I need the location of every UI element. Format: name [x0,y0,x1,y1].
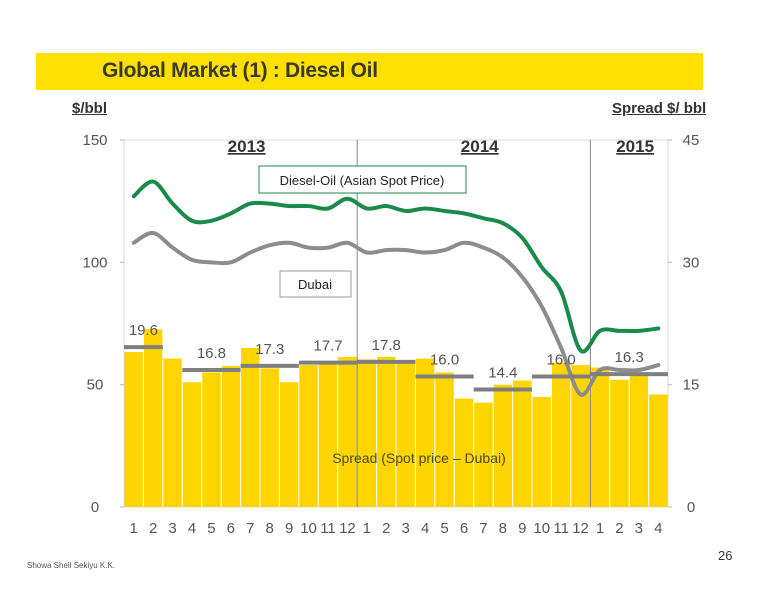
left-axis-tick-label: 0 [91,499,99,516]
spread-bar [318,361,338,507]
spread-bar [221,365,241,507]
month-tick-label: 9 [518,520,526,537]
month-tick-label: 8 [266,520,274,537]
spread-series-label: Spread (Spot price – Dubai) [332,450,506,466]
month-tick-label: 10 [300,520,317,537]
month-tick-label: 2 [149,520,157,537]
average-spread-label: 14.4 [488,365,517,382]
right-axis-unit-label: Spread $/ bbl [612,100,707,117]
spread-bar [357,359,377,507]
spread-bar [629,375,649,507]
month-tick-label: 6 [227,520,235,537]
spread-bar [435,372,454,507]
right-axis-tick-label: 15 [683,377,700,394]
month-tick-label: 1 [363,520,371,537]
title-bar: Global Market (1) : Diesel Oil [36,53,703,90]
spread-bar [454,398,474,507]
diesel-oil-price-line [131,179,661,354]
month-tick-label: 10 [533,520,550,537]
left-axis-unit-label: $/bbl [72,100,108,117]
dubai-series-label-box [279,270,352,298]
average-spread-label: 17.8 [372,337,401,354]
spread-bar [493,384,513,507]
spread-bar [474,402,493,507]
month-tick-label: 12 [572,520,589,537]
right-axis-tick-label: 0 [687,499,695,516]
left-axis-tick-label: 50 [87,377,104,394]
dubai-series-label: Dubai [298,277,332,292]
month-tick-label: 5 [207,520,215,537]
spread-bar [299,365,318,507]
month-tick-label: 8 [499,520,507,537]
spread-bar [610,379,629,507]
year-label: 2015 [616,137,654,156]
month-tick-label: 4 [421,520,429,537]
spread-bar [143,329,163,507]
right-axis-tick-label: 45 [683,132,700,149]
plot-frame [123,139,669,508]
year-label: 2014 [461,137,499,156]
month-tick-label: 2 [382,520,390,537]
average-spread-label: 16.8 [197,345,226,362]
month-tick-label: 11 [553,520,569,537]
spread-bar [415,358,435,507]
month-tick-label: 1 [130,520,138,537]
spread-bar [590,367,610,507]
page-number: 26 [718,548,733,563]
spread-bar [532,396,551,507]
spread-bar [377,356,396,507]
spread-bar [551,362,571,507]
month-tick-label: 4 [654,520,662,537]
average-spread-label: 16.3 [615,349,644,366]
spread-bar [396,363,415,507]
month-tick-label: 3 [402,520,410,537]
month-tick-label: 2 [615,520,623,537]
left-axis-tick-label: 100 [82,254,107,271]
diesel-series-label-box [258,165,467,194]
spread-bar [202,372,221,507]
month-tick-label: 7 [246,520,254,537]
spread-bar [260,368,279,507]
average-spread-label: 16.0 [547,352,576,369]
month-tick-label: 7 [479,520,487,537]
right-axis-tick-label: 30 [683,254,700,271]
left-axis-tick-label: 150 [82,132,107,149]
average-spread-label: 16.0 [430,352,459,369]
slide-title: Global Market (1) : Diesel Oil [102,59,378,82]
spread-bar [571,365,590,507]
spread-bar [338,356,357,507]
spread-bar [513,380,532,507]
spread-bar [279,382,299,507]
month-tick-label: 12 [339,520,356,537]
month-tick-label: 3 [168,520,176,537]
month-tick-label: 9 [285,520,293,537]
spread-bar [124,352,143,507]
month-tick-label: 11 [320,520,336,537]
average-spread-label: 17.3 [255,341,284,358]
average-spread-label: 19.6 [129,322,158,339]
spread-bar [182,382,202,507]
spread-bar [649,394,668,507]
month-tick-label: 3 [635,520,643,537]
month-tick-label: 6 [460,520,468,537]
month-tick-label: 4 [188,520,196,537]
month-tick-label: 1 [596,520,604,537]
diesel-series-label: Diesel-Oil (Asian Spot Price) [280,173,445,188]
year-label: 2013 [228,137,266,156]
month-tick-label: 5 [440,520,448,537]
spread-bar [241,347,260,507]
spread-bar [163,358,182,507]
footer-company-name: Showa Shell Sekiyu K.K. [27,561,116,570]
average-spread-label: 17.7 [313,338,342,355]
